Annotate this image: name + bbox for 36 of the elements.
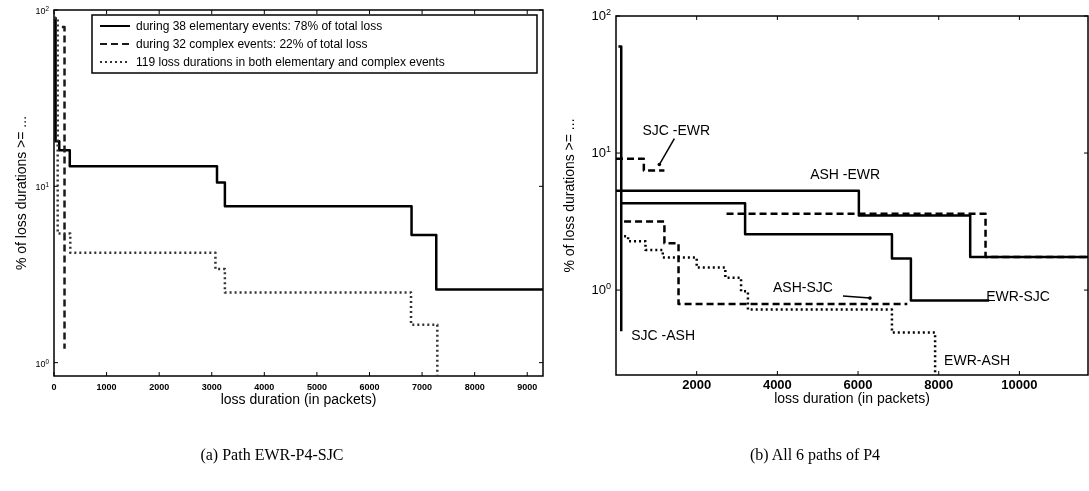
annotation: SJC -ASH xyxy=(631,327,696,344)
legend-label: 119 loss durations in both elementary and complex events xyxy=(136,55,445,69)
y-tick-label: 10$^{2}$ xyxy=(35,4,50,16)
y-tick-label: 10$^{1}$ xyxy=(35,180,50,193)
y-axis-title: % of loss durations >= ... xyxy=(561,118,577,273)
x-tick-label: 4000 xyxy=(762,377,792,392)
x-axis-title: loss duration (in packets) xyxy=(774,390,930,406)
annotation: EWR-ASH xyxy=(944,351,1011,368)
x-tick-label: 1000 xyxy=(96,382,117,392)
x-tick-label: 2000 xyxy=(149,382,170,392)
x-tick-label: 7000 xyxy=(412,382,433,392)
text: (a) Path EWR-P4-SJC xyxy=(200,446,344,464)
x-tick-label: 6000 xyxy=(359,382,380,392)
annotation: ASH-SJC xyxy=(773,279,833,296)
x-tick-label: 9000 xyxy=(517,382,538,392)
y-axis-title: % of loss durations >= ... xyxy=(13,115,29,271)
x-axis-title: loss duration (in packets) xyxy=(220,391,377,407)
x-tick-label: 8000 xyxy=(924,377,954,392)
annotation: EWR-SJC xyxy=(986,288,1050,305)
y-tick-label: 10$^{1}$ xyxy=(591,144,611,161)
annotation: SJC -EWR xyxy=(642,121,711,138)
annotation: ASH -EWR xyxy=(810,165,881,182)
text: (b) All 6 paths of P4 xyxy=(749,446,881,464)
x-tick-label: 2000 xyxy=(682,377,712,392)
x-tick-label: 0 xyxy=(51,382,57,392)
x-tick-label: 5000 xyxy=(306,382,327,392)
x-tick-label: 6000 xyxy=(843,377,873,392)
y-tick-label: 10$^{0}$ xyxy=(591,281,611,298)
y-tick-label: 10$^{0}$ xyxy=(35,357,50,369)
legend-label: during 32 complex events: 22% of total loss xyxy=(136,37,368,51)
x-tick-label: 3000 xyxy=(201,382,222,392)
x-tick-label: 4000 xyxy=(254,382,275,392)
y-tick-label: 10$^{2}$ xyxy=(591,7,611,23)
legend-label: during 38 elementary events: 78% of total loss xyxy=(136,19,383,33)
x-tick-label: 8000 xyxy=(464,382,485,392)
x-tick-label: 10000 xyxy=(1001,377,1038,392)
